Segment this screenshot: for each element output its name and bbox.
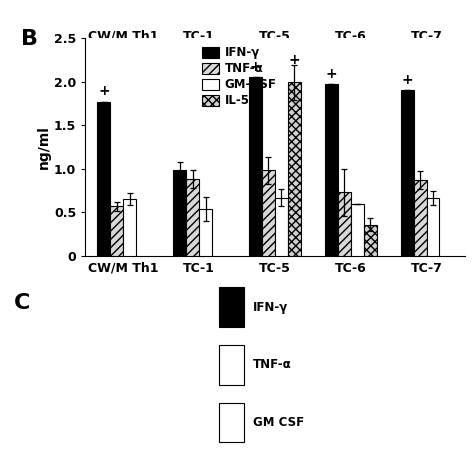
Text: TC-5: TC-5 — [259, 29, 291, 43]
Text: CW/M Th1: CW/M Th1 — [88, 29, 158, 43]
Bar — [249, 77, 262, 256]
Bar — [401, 90, 414, 256]
Bar — [199, 209, 212, 256]
Bar — [110, 206, 123, 256]
Bar — [338, 192, 351, 256]
FancyBboxPatch shape — [219, 345, 244, 384]
Bar — [427, 198, 439, 256]
Bar — [325, 84, 338, 256]
Bar — [186, 179, 199, 256]
Text: +: + — [289, 53, 300, 67]
Text: IFN-γ: IFN-γ — [253, 301, 288, 314]
Text: TC-1: TC-1 — [183, 29, 215, 43]
Text: TC-6: TC-6 — [335, 29, 366, 43]
FancyBboxPatch shape — [219, 287, 244, 327]
Text: B: B — [21, 29, 38, 49]
Legend: IFN-γ, TNF-α, GM-CSF, IL-5: IFN-γ, TNF-α, GM-CSF, IL-5 — [197, 42, 281, 112]
Bar — [98, 101, 110, 256]
Bar — [275, 198, 288, 256]
Bar — [288, 82, 301, 256]
Text: +: + — [326, 67, 337, 81]
Text: GM CSF: GM CSF — [253, 416, 304, 429]
Text: C: C — [14, 293, 30, 313]
Y-axis label: ng/ml: ng/ml — [37, 125, 51, 169]
FancyBboxPatch shape — [219, 402, 244, 442]
Bar — [414, 180, 427, 256]
Bar — [173, 171, 186, 256]
Bar — [262, 171, 275, 256]
Text: TC-7: TC-7 — [410, 29, 443, 43]
Text: TNF-α: TNF-α — [253, 358, 292, 371]
Text: +: + — [250, 60, 261, 73]
Text: +: + — [98, 84, 109, 98]
Text: +: + — [401, 73, 413, 87]
Bar — [364, 225, 376, 256]
Bar — [351, 204, 364, 256]
Bar — [123, 199, 136, 256]
